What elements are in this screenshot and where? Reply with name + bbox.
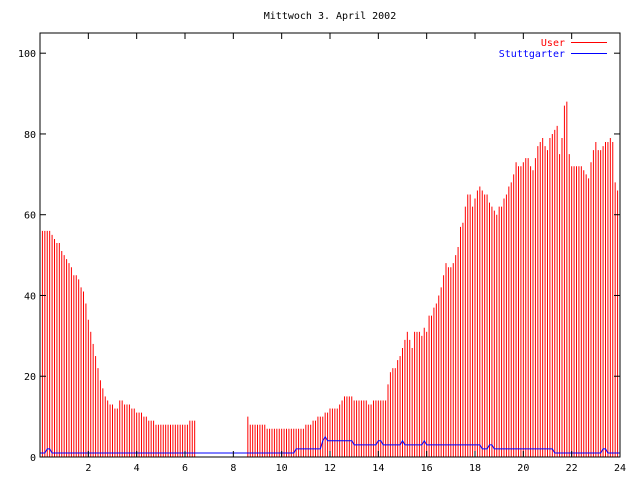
- x-tick-label: 12: [324, 463, 336, 474]
- chart-title: Mittwoch 3. April 2002: [264, 11, 396, 22]
- x-tick-label: 2: [85, 463, 91, 474]
- x-tick-label: 14: [372, 463, 384, 474]
- x-tick-label: 18: [469, 463, 481, 474]
- legend-label-user: User: [541, 38, 565, 49]
- x-axis: 2 4 6 8 10 12 14 16 18 20 22 24: [85, 33, 626, 474]
- y-tick-label: 100: [18, 49, 36, 60]
- x-tick-label: 6: [182, 463, 188, 474]
- y-tick-label: 0: [30, 453, 36, 464]
- legend-label-stuttgarter: Stuttgarter: [499, 49, 565, 60]
- x-tick-label: 20: [517, 463, 529, 474]
- x-tick-label: 8: [230, 463, 236, 474]
- y-axis: 0 20 40 60 80 100: [18, 49, 620, 464]
- legend: User Stuttgarter: [499, 38, 607, 60]
- x-tick-label: 4: [134, 463, 140, 474]
- y-tick-label: 80: [24, 130, 36, 141]
- x-tick-label: 10: [276, 463, 288, 474]
- stuttgarter-line: [40, 435, 620, 454]
- user-bars: [39, 101, 621, 457]
- y-tick-label: 60: [24, 211, 36, 222]
- y-tick-label: 20: [24, 372, 36, 383]
- y-tick-label: 40: [24, 291, 36, 302]
- stuttgarter-line-group: [40, 435, 620, 454]
- x-tick-label: 22: [566, 463, 578, 474]
- x-tick-label: 16: [421, 463, 433, 474]
- x-tick-label: 24: [614, 463, 626, 474]
